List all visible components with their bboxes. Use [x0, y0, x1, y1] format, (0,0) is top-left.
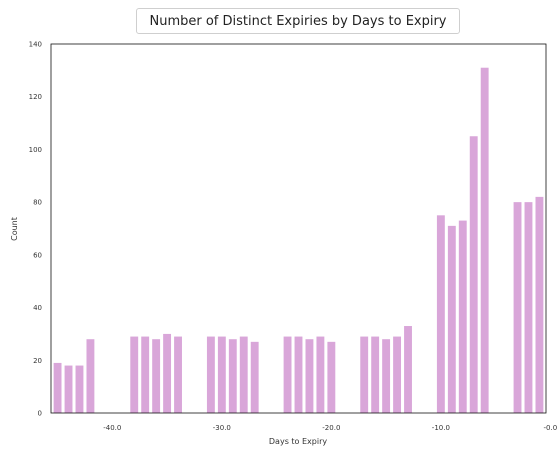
x-tick-label: -40.0	[103, 424, 121, 432]
bar	[130, 336, 139, 413]
y-tick-label: 0	[38, 410, 42, 418]
y-tick-label: 20	[33, 357, 42, 365]
bar	[75, 365, 84, 413]
x-axis-label: Days to Expiry	[269, 437, 327, 446]
bar	[469, 136, 478, 413]
bar	[371, 336, 380, 413]
x-tick-labels: -40.0 -30.0 -20.0 -10.0 -0.0	[103, 424, 557, 432]
y-tick-label: 80	[33, 199, 42, 207]
x-tick-label: -30.0	[213, 424, 231, 432]
y-tick-label: 40	[33, 304, 42, 312]
bar	[174, 336, 182, 413]
bar	[535, 196, 544, 413]
y-tick-labels: 0 20 40 60 80 100 120 140	[29, 41, 42, 418]
y-axis-label: Count	[10, 217, 19, 241]
x-tick-label: -0.0	[544, 424, 558, 432]
plot-frame	[50, 43, 547, 414]
y-tick-label: 100	[29, 146, 42, 154]
bar	[86, 339, 95, 413]
bar	[524, 202, 533, 413]
bar	[53, 362, 62, 413]
bar	[360, 336, 369, 413]
bar	[316, 336, 325, 413]
bar	[382, 339, 391, 413]
bars-group	[53, 67, 544, 413]
bar	[217, 336, 226, 413]
bar	[163, 333, 172, 413]
bar	[294, 336, 303, 413]
chart-title: Number of Distinct Expiries by Days to E…	[136, 8, 460, 34]
x-tick-label: -10.0	[432, 424, 450, 432]
bar	[228, 339, 237, 413]
bar	[239, 336, 248, 413]
bar	[64, 365, 73, 413]
bar	[447, 225, 456, 413]
bar	[152, 339, 161, 413]
bar	[436, 215, 445, 413]
bar	[513, 202, 522, 413]
bar	[327, 341, 336, 413]
bar	[206, 336, 215, 413]
y-tick-label: 140	[29, 41, 42, 49]
bar	[250, 341, 259, 413]
bar	[458, 220, 467, 413]
y-tick-label: 60	[33, 251, 42, 259]
bar	[480, 67, 489, 413]
bar	[283, 336, 292, 413]
bar	[404, 326, 412, 413]
bar	[141, 336, 150, 413]
y-tick-label: 120	[29, 93, 42, 101]
x-tick-label: -20.0	[322, 424, 340, 432]
bar	[393, 336, 402, 413]
bar	[305, 339, 314, 413]
